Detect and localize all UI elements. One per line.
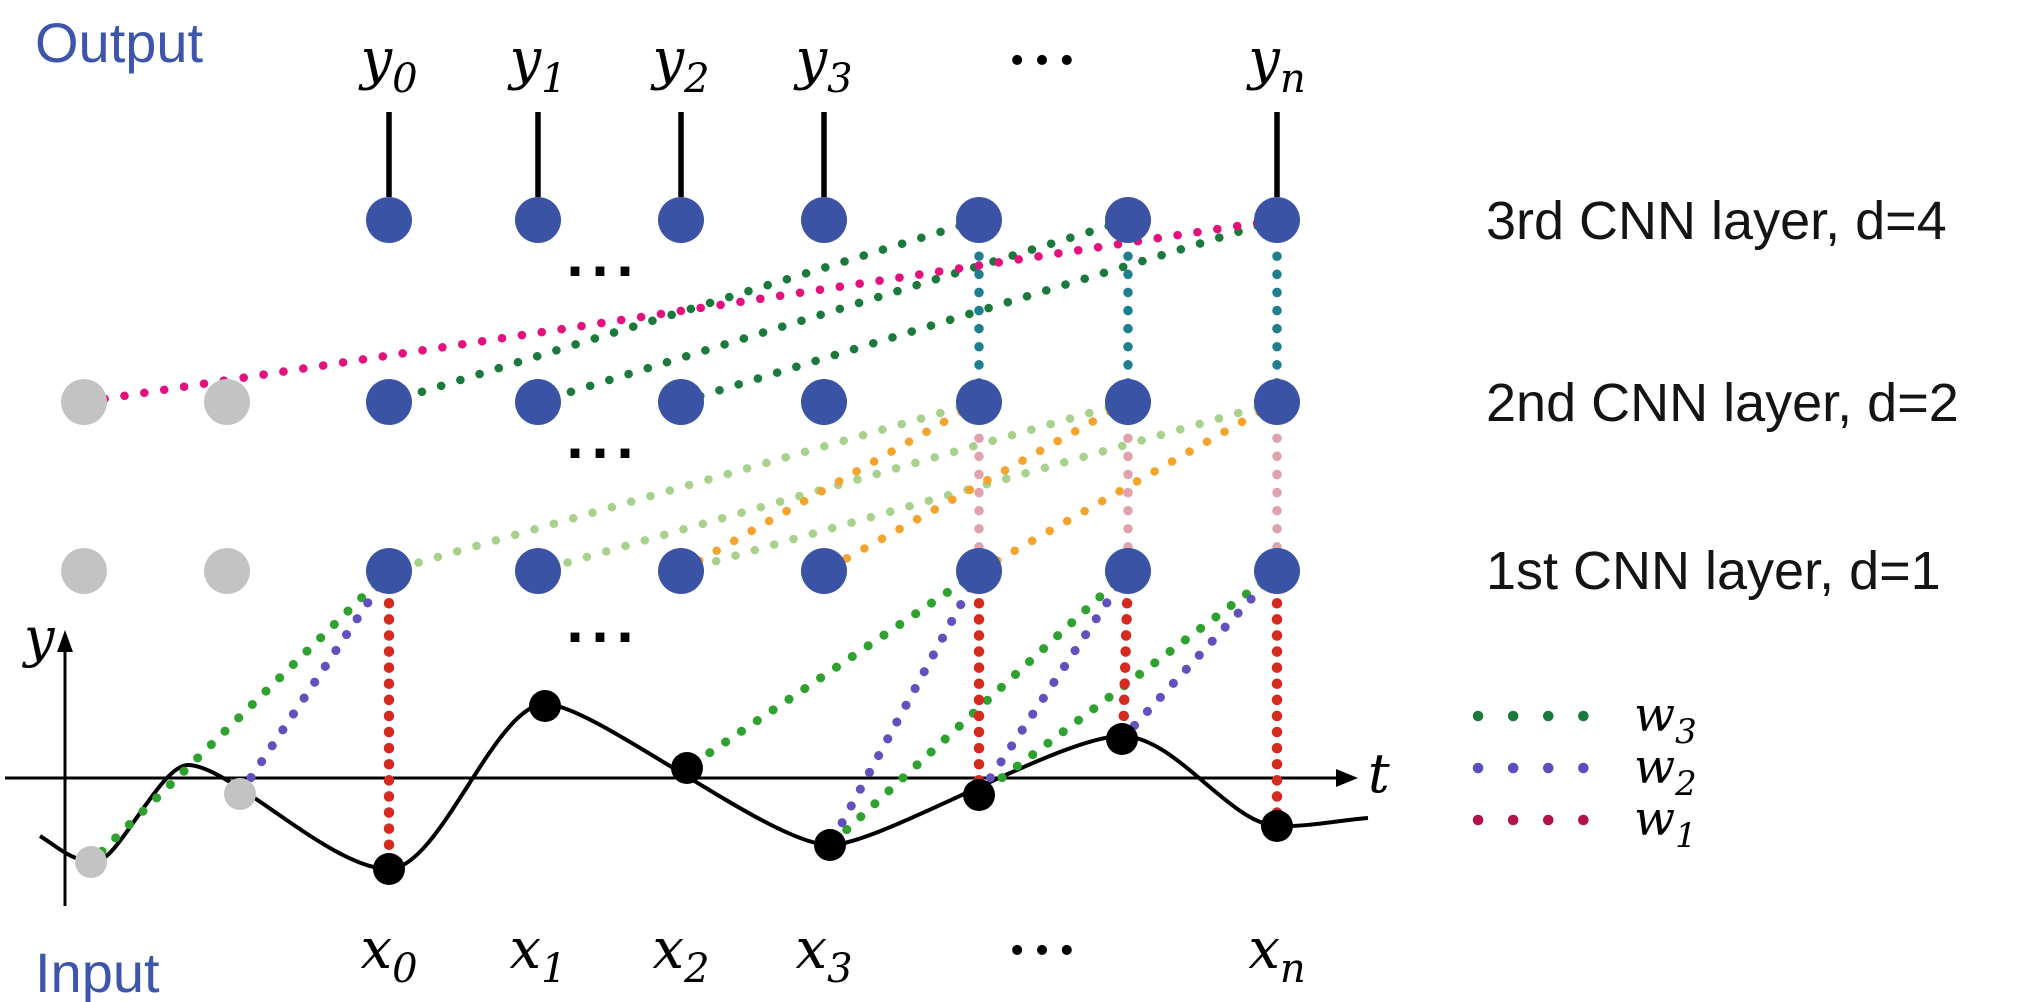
layer1-label: 1st CNN layer, d=1 bbox=[1486, 541, 1941, 601]
output-title: Output bbox=[35, 11, 204, 74]
t-axis-label: t bbox=[1368, 742, 1390, 805]
magenta-line-layer3 bbox=[79, 215, 1282, 407]
padding-nodes bbox=[61, 379, 250, 594]
input-label-x0: x0 bbox=[360, 917, 417, 992]
t-axis: t bbox=[5, 742, 1390, 805]
legend-w1-label: w1 bbox=[1634, 791, 1697, 856]
y-axis-arrow-icon bbox=[57, 630, 73, 652]
output-labels-ellipsis: ... bbox=[1008, 13, 1082, 77]
output-label-yn: yn bbox=[1245, 27, 1305, 102]
input-label-x1: x1 bbox=[509, 917, 566, 992]
w2-lines-layer2-orange bbox=[676, 397, 1282, 576]
w2-lines-layer1 bbox=[235, 566, 1282, 850]
cnn-nodes bbox=[366, 197, 1300, 594]
w3-lines-layer2-faded bbox=[384, 397, 1282, 576]
input-label-xn: xn bbox=[1248, 917, 1305, 992]
input-waveform bbox=[38, 701, 1369, 872]
output-stems bbox=[386, 112, 1280, 197]
input-sample-dots bbox=[373, 690, 1293, 885]
legend-w3-label: w3 bbox=[1634, 687, 1697, 752]
w3-lines-layer1 bbox=[86, 566, 1282, 867]
y-axis-label: y bbox=[22, 606, 56, 669]
w1-lines-layer1 bbox=[383, 565, 1283, 875]
y-axis: y bbox=[22, 606, 73, 906]
output-label-y3: y3 bbox=[792, 27, 852, 102]
output-label-y0: y0 bbox=[357, 27, 417, 102]
layer2-label: 2nd CNN layer, d=2 bbox=[1486, 373, 1959, 433]
input-labels-ellipsis: ... bbox=[1008, 903, 1082, 967]
ellipsis-layer3-2: ... bbox=[566, 230, 641, 288]
t-axis-arrow-icon bbox=[1336, 769, 1358, 787]
input-title: Input bbox=[35, 941, 160, 1002]
ellipsis-layer2-1: ... bbox=[566, 412, 641, 470]
output-label-y2: y2 bbox=[649, 27, 709, 102]
input-label-x2: x2 bbox=[652, 917, 709, 992]
w1-lines-layer3-teal bbox=[974, 215, 1282, 407]
legend-w2-label: w2 bbox=[1634, 739, 1697, 804]
input-sample-dots-gray bbox=[75, 778, 256, 878]
layer3-label: 3rd CNN layer, d=4 bbox=[1486, 191, 1947, 251]
input-label-x3: x3 bbox=[795, 917, 852, 992]
w3-lines-layer3-darkgreen bbox=[384, 215, 1282, 407]
w1-lines-layer2-faded bbox=[974, 397, 1282, 576]
output-label-y1: y1 bbox=[506, 27, 566, 102]
ellipsis-layer1-input: ... bbox=[566, 596, 641, 654]
legend: w3 w2 w1 bbox=[1472, 687, 1697, 856]
